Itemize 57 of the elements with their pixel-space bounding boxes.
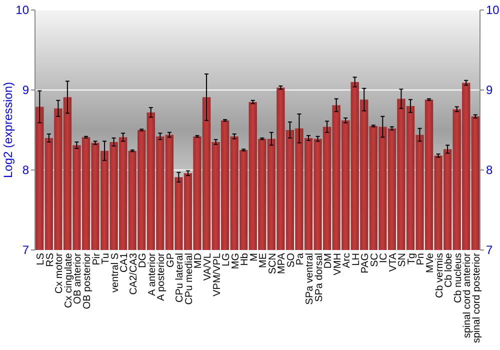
x-tick-label: IC bbox=[378, 253, 390, 263]
y-axis-title: Log2 (expression) bbox=[1, 82, 15, 178]
x-tick-label: SPa ventral bbox=[304, 253, 316, 305]
x-tick-label: Arc bbox=[342, 253, 353, 268]
x-tick-label: MPA bbox=[276, 252, 288, 274]
y2-tick-label: 7 bbox=[486, 243, 493, 258]
x-tick-label: SO bbox=[286, 252, 297, 268]
x-tick-label: Cx cingulate bbox=[63, 252, 74, 308]
x-tick-label: Tg bbox=[406, 253, 418, 265]
x-tick-label: DG bbox=[138, 252, 149, 268]
x-tick-label: Cb vermis bbox=[434, 253, 446, 298]
x-tick-label: PAG bbox=[360, 252, 372, 274]
x-tick-label: CA1 bbox=[119, 252, 130, 272]
x-tick-label: SN bbox=[397, 253, 408, 267]
x-tick-label: SCN bbox=[267, 253, 278, 274]
x-tick-label: ventral S bbox=[110, 252, 121, 292]
x-tick-label: GP bbox=[165, 252, 176, 268]
x-tick-label: VMH bbox=[332, 253, 344, 276]
y-tick-label: 9 bbox=[22, 83, 30, 98]
x-tick-label: Cb nucleus bbox=[452, 253, 464, 304]
y2-tick-label: 9 bbox=[486, 83, 493, 98]
x-tick-label: A posterior bbox=[156, 252, 168, 301]
x-tick-label: Cb lobe bbox=[444, 252, 455, 288]
x-tick-label: A anterior bbox=[146, 252, 158, 296]
x-tick-label: VA/VL bbox=[202, 252, 214, 281]
x-tick-label: SPa dorsal bbox=[314, 253, 325, 302]
x-tick-label: Pa bbox=[295, 252, 306, 266]
y2-tick-label: 8 bbox=[486, 163, 493, 178]
x-tick-label: Pn bbox=[416, 253, 427, 266]
x-tick-label: MD bbox=[193, 253, 204, 269]
x-tick-label: MG bbox=[230, 252, 242, 270]
x-tick-label: LS bbox=[36, 252, 47, 266]
x-tick-label: ME bbox=[258, 252, 270, 268]
x-tick-label: DM bbox=[323, 253, 334, 269]
x-tick-label: OB anterior bbox=[72, 252, 84, 304]
y-tick-label: 8 bbox=[22, 163, 30, 178]
y2-tick-label: 10 bbox=[486, 3, 500, 18]
x-tick-label: spinal cord posterior bbox=[471, 252, 482, 344]
x-tick-label: CPu lateral bbox=[174, 253, 186, 302]
x-tick-label: LH bbox=[350, 253, 362, 266]
x-tick-label: Cx motor bbox=[54, 252, 66, 294]
x-tick-label: CA2/CA3 bbox=[128, 252, 140, 295]
x-tick-label: Hb bbox=[240, 252, 251, 266]
x-tick-label: SC bbox=[369, 253, 380, 267]
x-tick-label: M bbox=[248, 253, 260, 262]
x-tick-label: CPu medial bbox=[184, 253, 195, 305]
x-tick-label: VTA bbox=[388, 252, 399, 272]
x-tick-label: spinal cord anterior bbox=[462, 252, 474, 338]
x-tick-label: MVe bbox=[425, 252, 436, 274]
x-tick-label: Tu bbox=[100, 253, 112, 264]
x-tick-label: Pir bbox=[91, 252, 102, 266]
y-tick-label: 7 bbox=[22, 243, 30, 258]
x-tick-label: LG bbox=[221, 252, 232, 266]
y-tick-label: 10 bbox=[16, 3, 30, 18]
x-tick-label: VPM/VPL bbox=[212, 252, 223, 296]
x-tick-label: OB posterior bbox=[82, 252, 93, 310]
x-tick-label: RS bbox=[44, 252, 56, 267]
